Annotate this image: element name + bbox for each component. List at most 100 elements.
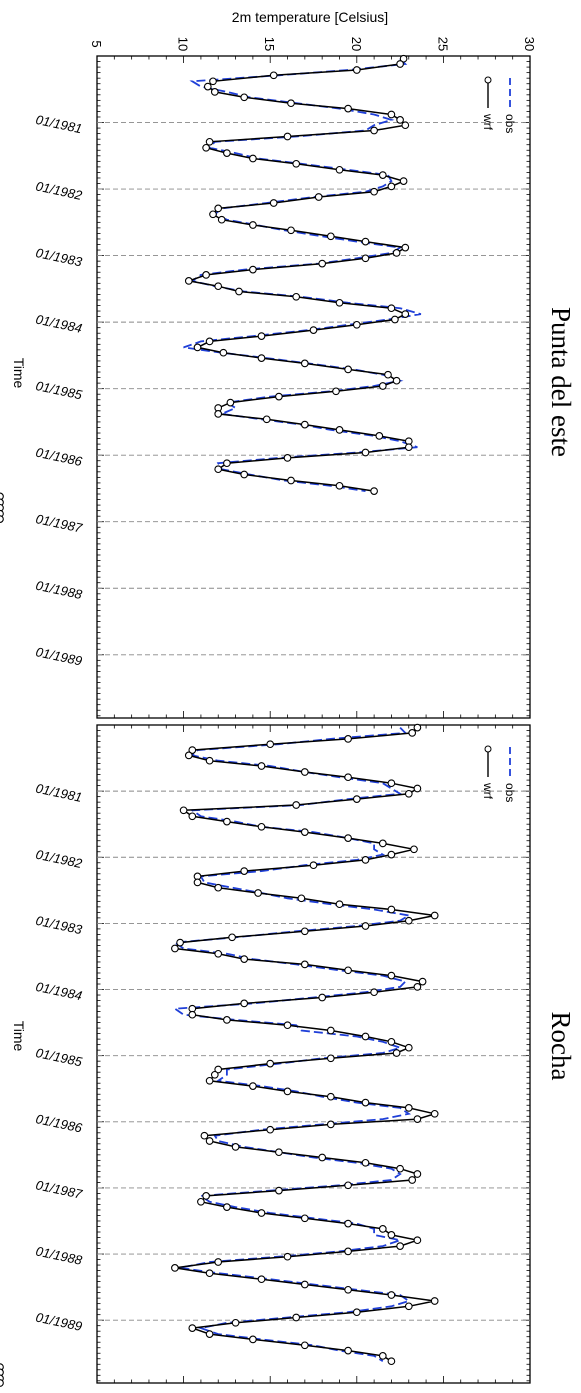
- data-point-wrf: [396, 60, 404, 68]
- data-point-wrf: [283, 1252, 292, 1261]
- plot-frame: [96, 724, 531, 1384]
- y-tick-label: 10: [176, 37, 191, 51]
- data-point-wrf: [392, 249, 401, 257]
- data-point-wrf: [209, 77, 217, 86]
- data-point-wrf: [404, 443, 413, 452]
- data-point-wrf: [254, 889, 262, 897]
- data-point-wrf: [240, 955, 249, 963]
- x-tick-label: 01/1988: [34, 578, 84, 603]
- data-point-wrf: [344, 365, 352, 374]
- data-point-wrf: [249, 154, 257, 163]
- data-point-wrf: [275, 392, 283, 401]
- data-point-wrf: [269, 71, 278, 80]
- data-point-wrf: [352, 66, 361, 74]
- data-point-wrf: [292, 1313, 301, 1322]
- data-point-wrf: [300, 828, 309, 836]
- data-point-wrf: [203, 82, 212, 91]
- data-point-wrf: [370, 126, 378, 135]
- data-point-wrf: [300, 420, 309, 429]
- data-point-wrf: [318, 993, 327, 1002]
- data-point-wrf: [275, 1148, 283, 1157]
- x-tick-label: 01/1983: [34, 245, 84, 270]
- data-point-wrf: [214, 883, 223, 892]
- data-point-wrf: [352, 1308, 361, 1317]
- legend-label-obs: obs: [503, 783, 517, 802]
- data-point-wrf: [375, 432, 384, 440]
- data-point-wrf: [0, 1368, 4, 1377]
- x-axis-title-rocha: Time: [11, 1021, 27, 1052]
- data-point-wrf: [202, 1192, 210, 1200]
- data-point-wrf: [205, 137, 214, 146]
- x-tick-label: 01/1982: [34, 847, 84, 872]
- data-point-wrf: [430, 1109, 439, 1118]
- data-point-wrf: [332, 387, 340, 396]
- y-tick-label: 20: [349, 37, 364, 51]
- y-tick-label: 5: [89, 40, 104, 47]
- x-tick-label: 01/1989: [34, 644, 83, 668]
- x-tick-label: 01/1985: [34, 1045, 84, 1070]
- data-point-wrf: [401, 243, 410, 252]
- data-point-wrf: [361, 1032, 370, 1041]
- data-point-wrf: [430, 911, 439, 920]
- data-point-wrf: [283, 1087, 292, 1096]
- data-point-wrf: [326, 1054, 335, 1063]
- data-point-wrf: [223, 149, 231, 157]
- data-point-wrf: [391, 315, 399, 324]
- data-point-wrf: [408, 1176, 417, 1184]
- data-point-wrf: [205, 337, 214, 346]
- data-point-wrf: [326, 1026, 335, 1035]
- x-tick-label: 01/1987: [34, 511, 84, 536]
- data-point-wrf: [209, 210, 217, 219]
- data-point-wrf: [404, 1302, 413, 1311]
- data-point-wrf: [275, 1186, 283, 1195]
- data-point-wrf: [188, 746, 197, 754]
- data-point-wrf: [249, 1082, 257, 1090]
- data-point-wrf: [361, 922, 370, 930]
- data-point-wrf: [171, 1264, 179, 1272]
- data-point-wrf: [335, 165, 344, 174]
- data-point-wrf: [408, 729, 417, 737]
- x-tick-label: 01/1986: [34, 1111, 84, 1136]
- data-point-wrf: [300, 1214, 309, 1223]
- data-point-wrf: [387, 1231, 396, 1239]
- x-tick-label: 01/1984: [34, 312, 83, 336]
- panel-title-punta-del-este: Punta del este: [546, 307, 576, 457]
- data-point-wrf: [287, 99, 295, 108]
- data-point-wrf: [228, 933, 236, 942]
- data-point-wrf: [300, 359, 309, 368]
- data-point-wrf: [309, 861, 318, 870]
- data-point-wrf: [223, 1203, 231, 1211]
- data-point-wrf: [335, 481, 344, 490]
- data-point-wrf: [184, 751, 193, 760]
- data-point-wrf: [413, 1170, 422, 1178]
- data-point-wrf: [266, 740, 275, 749]
- panel-rocha: Rocha Time 01/1981 01/1982 01/1983 01/1984 0…: [0, 723, 576, 1387]
- data-point-wrf: [223, 459, 231, 468]
- data-point-wrf: [344, 966, 352, 975]
- legend-label-wrf: wrf: [481, 782, 495, 800]
- data-point-wrf: [0, 1379, 4, 1387]
- legend-marker-wrf: [484, 745, 492, 753]
- data-point-wrf: [188, 1324, 197, 1332]
- data-point-wrf: [214, 410, 223, 418]
- data-point-wrf: [223, 1016, 231, 1024]
- data-point-wrf: [326, 1120, 335, 1129]
- data-point-wrf: [430, 1297, 439, 1305]
- data-point-wrf: [344, 1247, 352, 1256]
- data-point-wrf: [202, 271, 210, 279]
- data-point-wrf: [283, 132, 292, 141]
- data-point-wrf: [404, 916, 413, 925]
- data-point-wrf: [257, 1275, 266, 1284]
- data-point-wrf: [226, 398, 235, 407]
- data-point-wrf: [249, 221, 257, 229]
- data-point-wrf: [413, 1236, 422, 1245]
- data-point-wrf: [326, 232, 335, 241]
- data-point-wrf: [392, 1049, 401, 1057]
- data-point-wrf: [287, 226, 295, 235]
- data-point-wrf: [318, 1153, 327, 1162]
- data-point-wrf: [361, 1098, 370, 1107]
- data-point-wrf: [214, 1065, 223, 1074]
- x-tick-label: 01/1988: [34, 1243, 84, 1268]
- data-point-wrf: [202, 143, 210, 152]
